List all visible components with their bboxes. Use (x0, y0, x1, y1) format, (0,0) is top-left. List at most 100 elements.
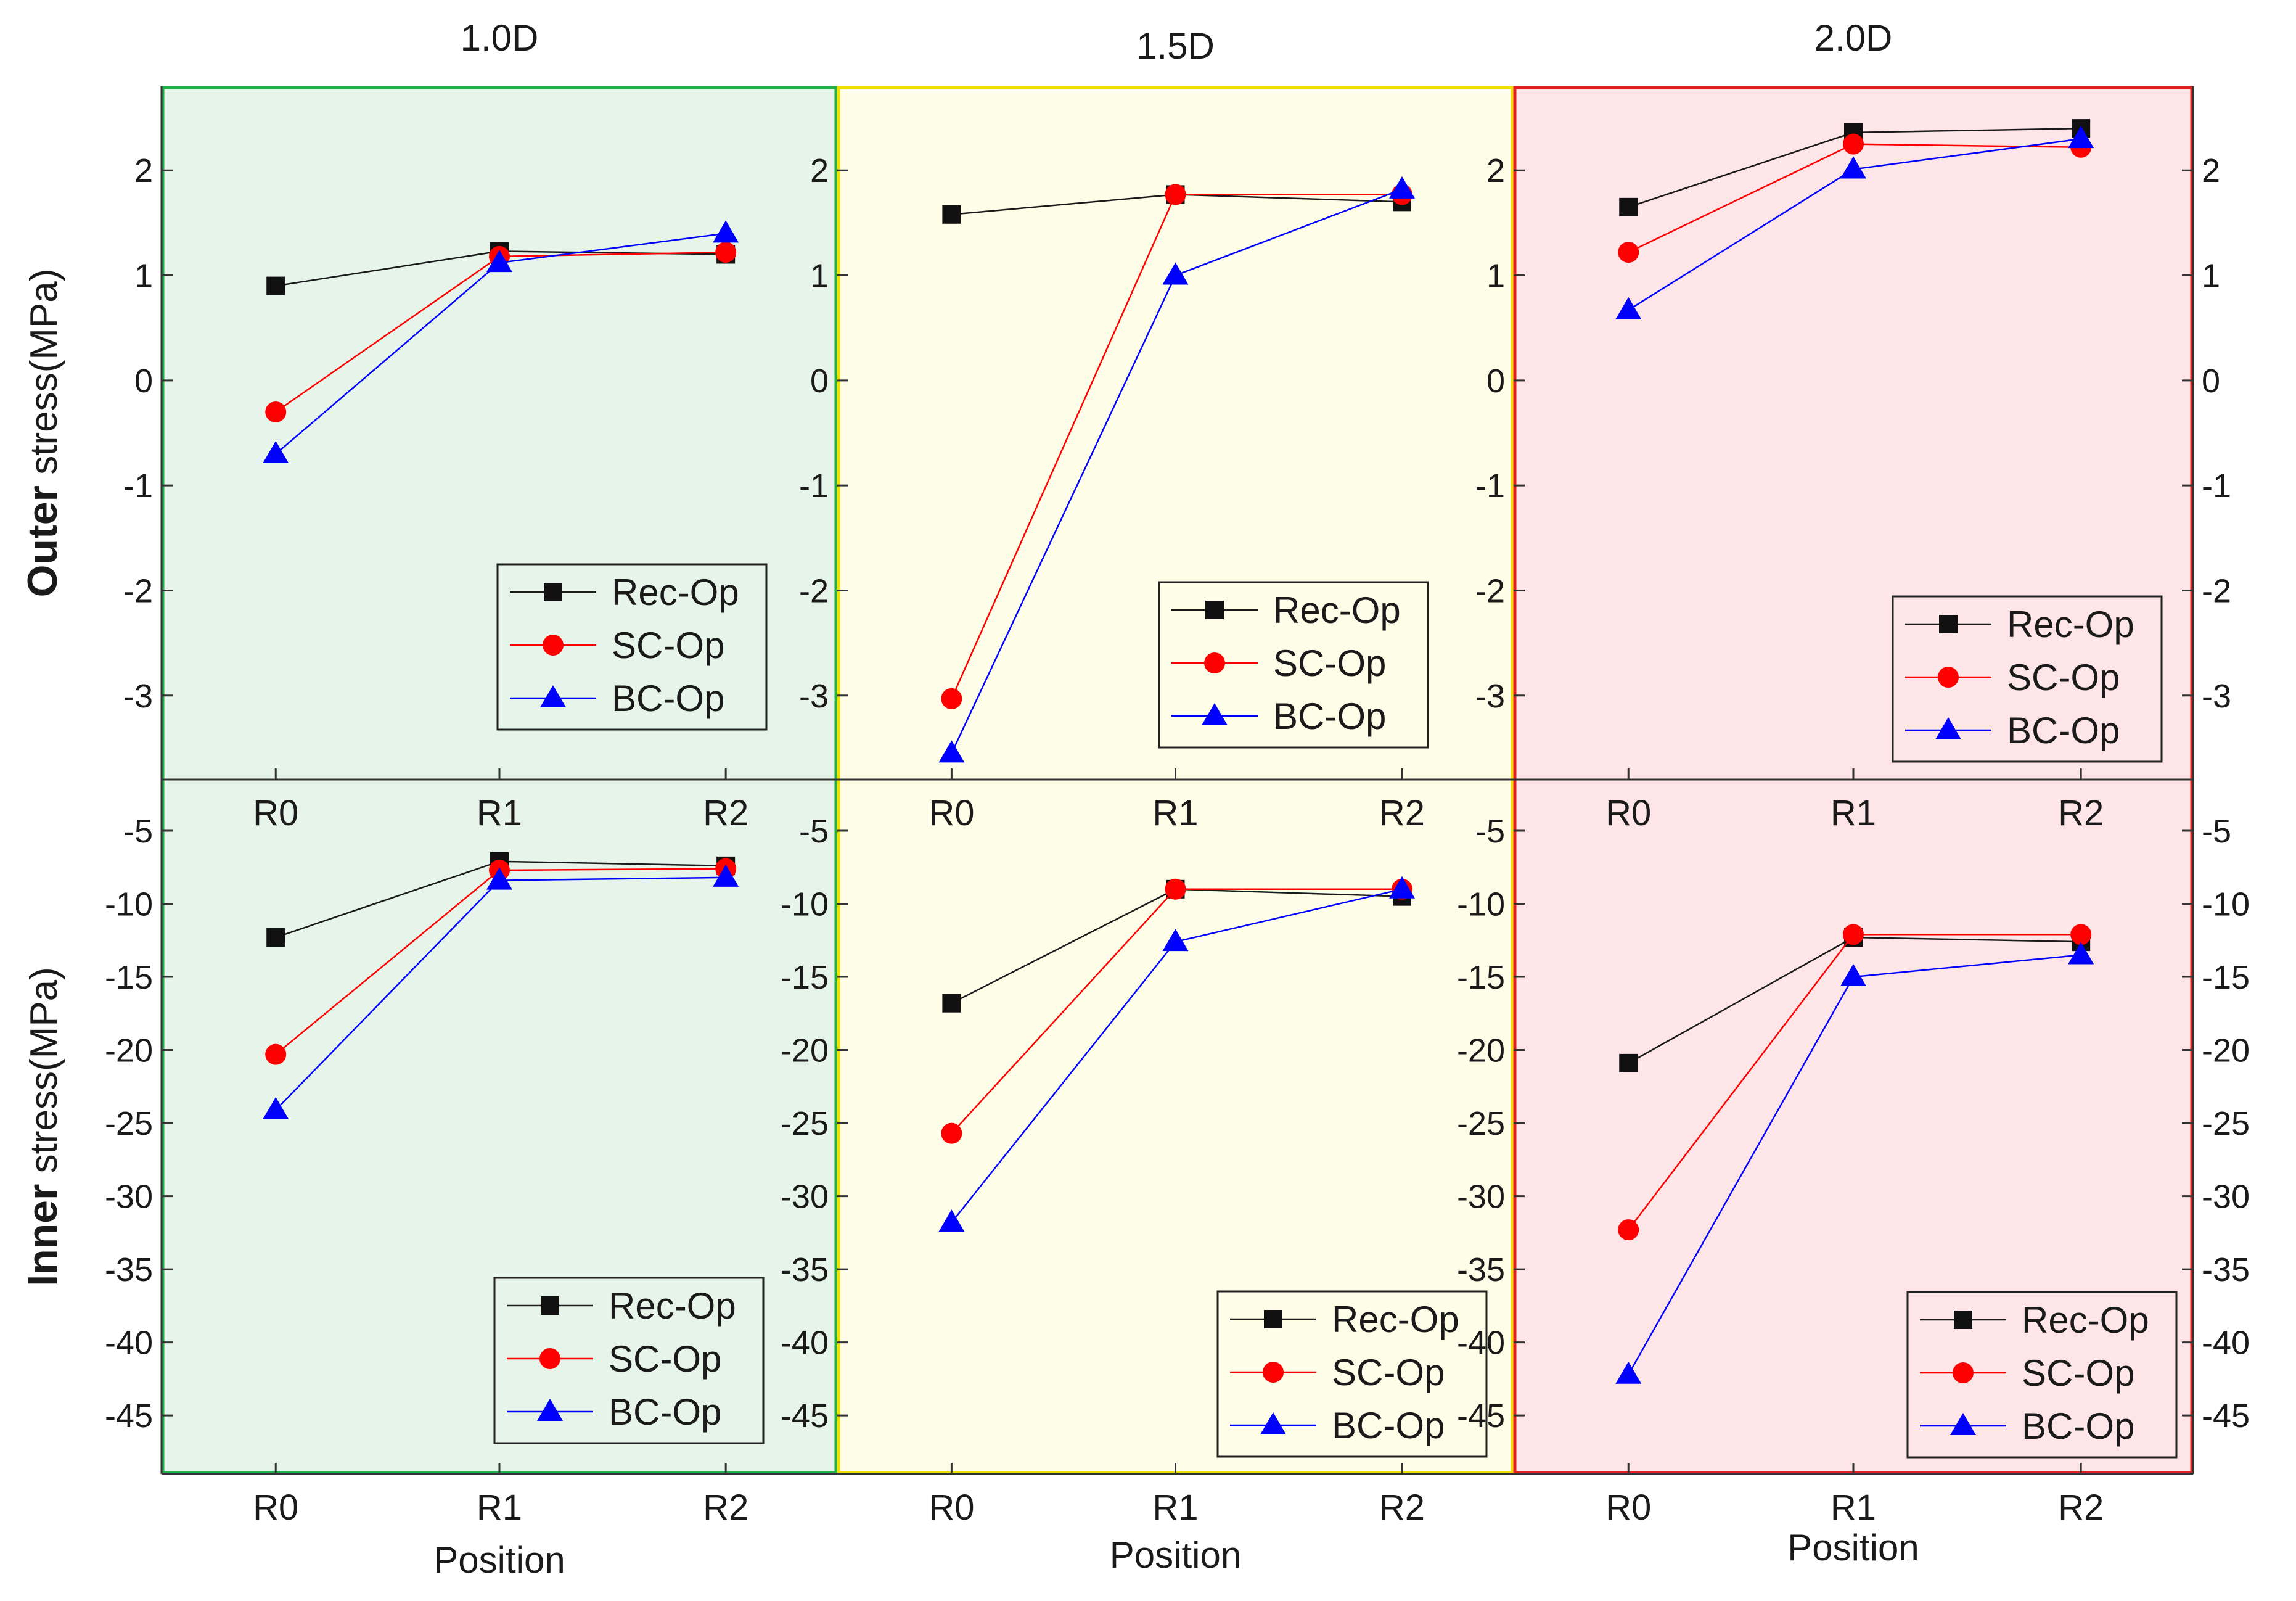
legend-marker (1954, 1311, 1972, 1329)
y-tick-label: -25 (781, 1105, 829, 1142)
data-point (938, 740, 965, 763)
legend-box (1906, 1291, 2178, 1459)
y-axis-title-bold: Outer (19, 485, 66, 597)
legend-marker (1204, 652, 1225, 673)
y-tick-label: -15 (105, 959, 153, 996)
axes-frame (160, 86, 2194, 1475)
y-tick-label: -40 (781, 1325, 829, 1362)
legend-label: Rec-Op (1273, 590, 1401, 631)
data-point (486, 867, 512, 890)
data-point (1840, 964, 1866, 987)
legend: Rec-Op SC-Op BC-Op (1158, 581, 1429, 749)
data-point (1165, 184, 1186, 205)
legend-marker (1260, 1412, 1286, 1434)
y-tick-label: -2 (799, 572, 829, 609)
data-point (942, 205, 961, 224)
legend-layer: Rec-Op SC-Op BC-Op Rec-Op SC-Op BC-Op Rec-Op SC… (493, 563, 2178, 1459)
data-point (941, 688, 962, 709)
data-point (1619, 197, 1638, 216)
legend-label: BC-Op (1332, 1405, 1445, 1446)
y-tick-label: 0 (2202, 363, 2220, 400)
data-point (2070, 924, 2092, 945)
data-point (713, 220, 739, 243)
legend-label: SC-Op (612, 625, 724, 666)
legend-box (1892, 595, 2163, 763)
x-axis-title: Position (433, 1539, 565, 1581)
data-point (486, 250, 512, 273)
x-tick-label: R2 (703, 1488, 748, 1528)
y-tick-label: -30 (781, 1179, 829, 1216)
y-tick-label: 1 (2202, 258, 2220, 295)
data-point (938, 1209, 965, 1232)
x-tick-label: R2 (1379, 1488, 1425, 1528)
y-tick-label: -1 (2202, 467, 2231, 504)
y-tick-label: -45 (1457, 1397, 1505, 1434)
legend: Rec-Op SC-Op BC-Op (1216, 1290, 1488, 1458)
legend-marker (1950, 1413, 1976, 1435)
legend-marker (1202, 703, 1228, 725)
x-tick-label: R0 (1605, 1488, 1651, 1528)
x-tick-label: R2 (2058, 793, 2104, 833)
y-tick-label: -1 (799, 467, 829, 504)
legend-label: SC-Op (1332, 1352, 1445, 1393)
y-tick-label: -5 (799, 813, 829, 850)
y-tick-label: -10 (105, 886, 153, 923)
series-bc-op (1615, 126, 2094, 319)
y-tick-label: -10 (1457, 886, 1505, 923)
y-tick-label: -35 (781, 1251, 829, 1288)
data-point (713, 864, 739, 887)
panel-title: 1.5D (1136, 25, 1215, 67)
y-tick-label: -20 (105, 1032, 153, 1069)
y-tick-label: -30 (1457, 1179, 1505, 1216)
y-tick-label: -35 (2202, 1251, 2250, 1288)
legend-label: SC-Op (609, 1338, 721, 1380)
legend-marker (1263, 1362, 1284, 1383)
data-point (942, 994, 961, 1013)
x-tick-label: R1 (1152, 1488, 1198, 1528)
y-tick-label: -30 (105, 1179, 153, 1216)
y-tick-label: -25 (1457, 1105, 1505, 1142)
legend-marker (540, 685, 566, 707)
legend-marker (1264, 1310, 1282, 1328)
legend-marker (537, 1399, 563, 1421)
y-tick-label: -15 (2202, 959, 2250, 996)
legend-marker (1938, 667, 1959, 688)
legend-marker (541, 1296, 559, 1315)
x-tick-label: R1 (1831, 1488, 1876, 1528)
panel-title: 1.0D (461, 17, 539, 59)
legend: Rec-Op SC-Op BC-Op (1906, 1291, 2178, 1459)
data-point (715, 242, 737, 263)
y-tick-label: 2 (134, 152, 153, 189)
data-point (1388, 876, 1415, 899)
data-point (1615, 1361, 1642, 1384)
x-tick-label: R0 (253, 1488, 298, 1528)
x-tick-label: R1 (477, 1488, 522, 1528)
x-tick-label: R1 (1152, 793, 1198, 833)
series-bc-op (938, 176, 1415, 763)
legend-label: BC-Op (2007, 710, 2120, 751)
legend-marker (1953, 1362, 1974, 1383)
y-tick-label: -1 (1475, 467, 1505, 504)
data-point (266, 276, 285, 295)
y-tick-label: -25 (105, 1105, 153, 1142)
y-tick-label: 2 (810, 152, 829, 189)
legend-label: Rec-Op (2007, 604, 2134, 645)
x-tick-label: R0 (1605, 793, 1651, 833)
data-point (1618, 242, 1639, 263)
legend: Rec-Op SC-Op BC-Op (1892, 595, 2163, 763)
data-point (265, 1043, 287, 1065)
legend: Rec-Op SC-Op BC-Op (493, 1277, 765, 1444)
legend-label: Rec-Op (609, 1285, 736, 1327)
y-tick-label: -2 (2202, 572, 2231, 609)
legend-marker (544, 583, 562, 601)
y-tick-label: -5 (2202, 813, 2231, 850)
data-point (1843, 924, 1864, 945)
legend-label: Rec-Op (2022, 1299, 2149, 1341)
x-tick-label: R1 (1831, 793, 1876, 833)
y-tick-label: -40 (105, 1325, 153, 1362)
y-axis-title-bold: Inner (19, 1184, 66, 1286)
data-point (1618, 1219, 1639, 1241)
y-tick-label: -3 (1475, 678, 1505, 715)
y-tick-label: -5 (123, 813, 153, 850)
series-layer (263, 119, 2094, 1384)
